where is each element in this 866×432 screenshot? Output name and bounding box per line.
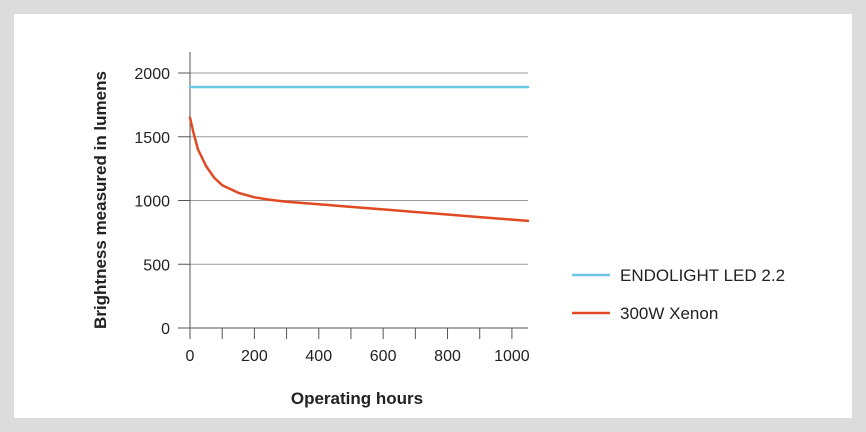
x-tick-label: 400 bbox=[305, 348, 332, 365]
x-tick-label: 600 bbox=[370, 348, 397, 365]
legend-label: 300W Xenon bbox=[620, 304, 718, 323]
y-tick-label: 0 bbox=[161, 321, 170, 338]
y-tick-label: 500 bbox=[143, 257, 170, 274]
axes: 0 500 1000 1500 2000 0 200 400 600 800 1000 bbox=[134, 52, 530, 365]
x-tick-label: 200 bbox=[241, 348, 268, 365]
y-tick-label: 2000 bbox=[134, 66, 170, 83]
y-axis-title: Brightness measured in lumens bbox=[91, 71, 110, 329]
y-tick-label: 1000 bbox=[134, 194, 170, 211]
y-tick-label: 1500 bbox=[134, 130, 170, 147]
x-axis-title: Operating hours bbox=[291, 389, 423, 408]
x-tick-label: 0 bbox=[186, 348, 195, 365]
chart-panel bbox=[14, 14, 852, 418]
legend-label: ENDOLIGHT LED 2.2 bbox=[620, 266, 785, 285]
x-tick-label: 800 bbox=[434, 348, 461, 365]
x-tick-label: 1000 bbox=[494, 348, 530, 365]
legend: ENDOLIGHT LED 2.2 300W Xenon bbox=[572, 266, 785, 323]
series-line-xenon bbox=[188, 116, 530, 223]
grid-lines bbox=[190, 72, 528, 265]
series-lines bbox=[188, 85, 530, 223]
